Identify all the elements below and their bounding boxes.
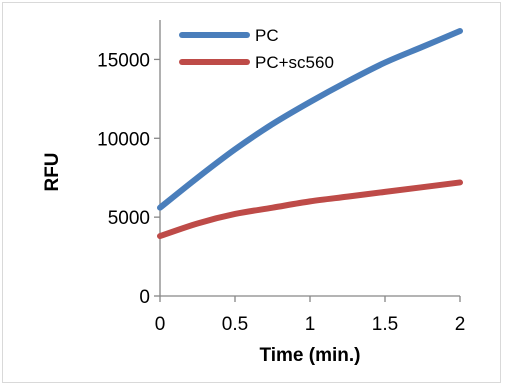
y-axis-title: RFU [42, 152, 63, 191]
y-tick-label: 15000 [97, 50, 150, 71]
legend: PC PC+sc560 [179, 26, 334, 72]
x-tick-label: 1 [305, 314, 316, 335]
x-tick-label: 0 [155, 314, 166, 335]
chart-frame [2, 2, 501, 383]
series-line-2 [157, 179, 463, 240]
axes: 0 5000 10000 15000 0 0.5 1 1.5 2 [97, 20, 465, 335]
y-tick-label: 5000 [108, 208, 150, 229]
y-tick-label: 10000 [97, 129, 150, 150]
series-line-1 [157, 28, 463, 211]
x-axis-title: Time (min.) [260, 345, 361, 366]
legend-label-2: PC+sc560 [255, 53, 334, 72]
x-tick-label: 1.5 [372, 314, 398, 335]
legend-label-1: PC [255, 26, 279, 45]
series-layer [157, 28, 463, 240]
x-tick-label: 0.5 [222, 314, 248, 335]
y-tick-label: 0 [139, 287, 150, 308]
x-tick-label: 2 [455, 314, 466, 335]
